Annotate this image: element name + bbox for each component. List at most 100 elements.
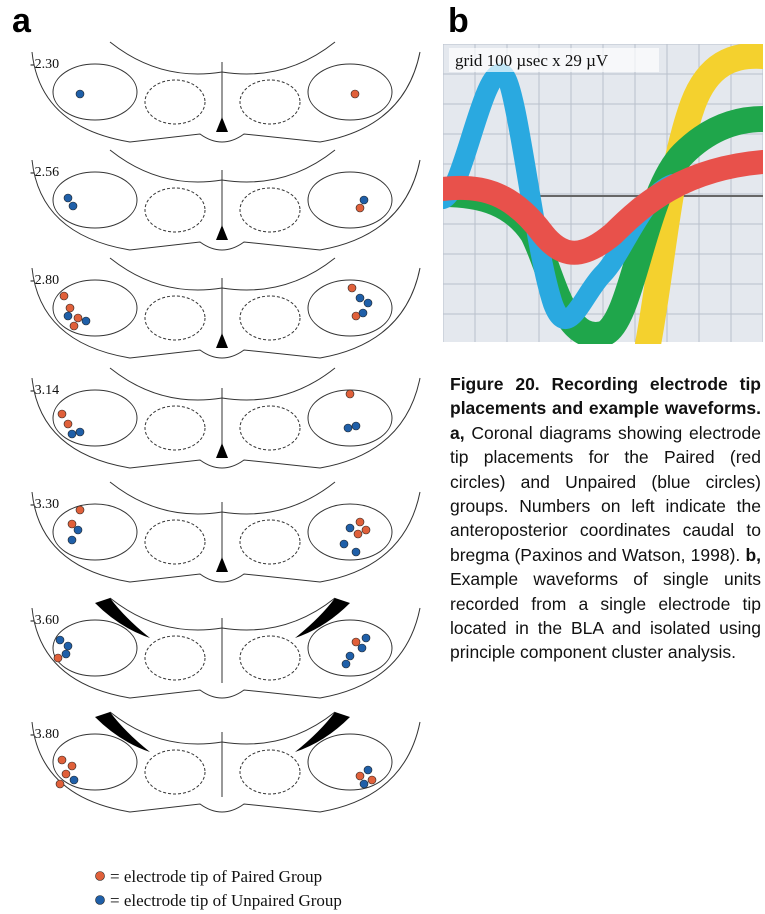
electrode-tip xyxy=(356,518,364,526)
electrode-tip xyxy=(356,772,364,780)
aqueduct xyxy=(216,117,228,132)
electrode-tip xyxy=(69,202,77,210)
electrode-tip xyxy=(56,636,64,644)
caption-a-label: a, xyxy=(450,423,465,443)
electrode-tip xyxy=(356,294,364,302)
structure xyxy=(145,520,205,564)
electrode-tip xyxy=(74,314,82,322)
electrode-tip xyxy=(364,766,372,774)
structure xyxy=(308,620,392,676)
grid-label: grid 100 µsec x 29 µV xyxy=(455,51,609,70)
legend-marker xyxy=(96,872,105,881)
caption-b-label: b, xyxy=(745,545,761,565)
electrode-tip xyxy=(68,430,76,438)
coronal-diagrams: -2.30 -2.56 -2.80 -3.14 -3.30 -3.60 -3.80 = ele… xyxy=(0,0,440,914)
electrode-tip xyxy=(70,776,78,784)
electrode-tip xyxy=(340,540,348,548)
structure xyxy=(145,750,205,794)
electrode-tip xyxy=(76,428,84,436)
legend-label: = electrode tip of Paired Group xyxy=(110,867,322,886)
structure xyxy=(308,390,392,446)
structure xyxy=(308,172,392,228)
electrode-tip xyxy=(344,424,352,432)
ap-coordinate: -2.30 xyxy=(30,57,59,72)
structure xyxy=(240,188,300,232)
ap-coordinate: -3.60 xyxy=(30,613,59,628)
electrode-tip xyxy=(62,770,70,778)
electrode-tip xyxy=(342,660,350,668)
electrode-tip xyxy=(58,410,66,418)
ap-coordinate: -2.56 xyxy=(30,165,59,180)
structure xyxy=(240,750,300,794)
electrode-tip xyxy=(352,422,360,430)
legend-marker xyxy=(96,896,105,905)
electrode-tip xyxy=(64,420,72,428)
ap-coordinate: -3.80 xyxy=(30,727,59,742)
structure xyxy=(308,734,392,790)
ap-coordinate: -3.30 xyxy=(30,497,59,512)
electrode-tip xyxy=(68,520,76,528)
structure xyxy=(240,406,300,450)
structure xyxy=(240,80,300,124)
electrode-tip xyxy=(352,638,360,646)
electrode-tip xyxy=(358,644,366,652)
structure xyxy=(308,64,392,120)
electrode-tip xyxy=(76,90,84,98)
structure xyxy=(145,80,205,124)
electrode-tip xyxy=(359,309,367,317)
electrode-tip xyxy=(346,524,354,532)
structure xyxy=(145,296,205,340)
ap-coordinate: -2.80 xyxy=(30,273,59,288)
electrode-tip xyxy=(364,299,372,307)
aqueduct xyxy=(216,557,228,572)
ap-coordinate: -3.14 xyxy=(30,383,59,398)
electrode-tip xyxy=(346,390,354,398)
structure xyxy=(240,520,300,564)
panel-label: b xyxy=(448,2,469,41)
caption-a-text: Coronal diagrams showing electrode tip p… xyxy=(450,423,761,565)
electrode-tip xyxy=(54,654,62,662)
electrode-tip xyxy=(74,526,82,534)
caption-b-text: Example waveforms of single units record… xyxy=(450,569,761,662)
structure xyxy=(53,280,137,336)
coronal-section xyxy=(32,712,420,812)
electrode-tip xyxy=(62,650,70,658)
electrode-tip xyxy=(348,284,356,292)
electrode-tip xyxy=(76,506,84,514)
caption: Figure 20. Recording electrode tip place… xyxy=(450,372,761,665)
structure xyxy=(145,188,205,232)
structure xyxy=(53,390,137,446)
waveform-panel: grid 100 µsec x 29 µV xyxy=(443,44,763,344)
electrode-tip xyxy=(64,642,72,650)
aqueduct xyxy=(216,225,228,240)
aqueduct xyxy=(216,333,228,348)
aqueduct xyxy=(216,443,228,458)
electrode-tip xyxy=(68,536,76,544)
electrode-tip xyxy=(354,530,362,538)
electrode-tip xyxy=(66,304,74,312)
electrode-tip xyxy=(64,194,72,202)
electrode-tip xyxy=(356,204,364,212)
electrode-tip xyxy=(362,526,370,534)
electrode-tip xyxy=(360,780,368,788)
electrode-tip xyxy=(352,548,360,556)
caption-title: Figure 20. Recording electrode tip place… xyxy=(450,374,761,418)
electrode-tip xyxy=(64,312,72,320)
electrode-tip xyxy=(362,634,370,642)
electrode-tip xyxy=(58,756,66,764)
page: a b -2.30-2.56-2.80-3.14-3.30-3.60-3.80=… xyxy=(0,0,765,914)
electrode-tip xyxy=(368,776,376,784)
structure xyxy=(240,296,300,340)
structure xyxy=(53,64,137,120)
structure xyxy=(145,406,205,450)
electrode-tip xyxy=(60,292,68,300)
electrode-tip xyxy=(346,652,354,660)
structure xyxy=(240,636,300,680)
structure xyxy=(53,504,137,560)
legend-label: = electrode tip of Unpaired Group xyxy=(110,891,342,910)
structure xyxy=(145,636,205,680)
electrode-tip xyxy=(351,90,359,98)
electrode-tip xyxy=(70,322,78,330)
electrode-tip xyxy=(56,780,64,788)
electrode-tip xyxy=(82,317,90,325)
